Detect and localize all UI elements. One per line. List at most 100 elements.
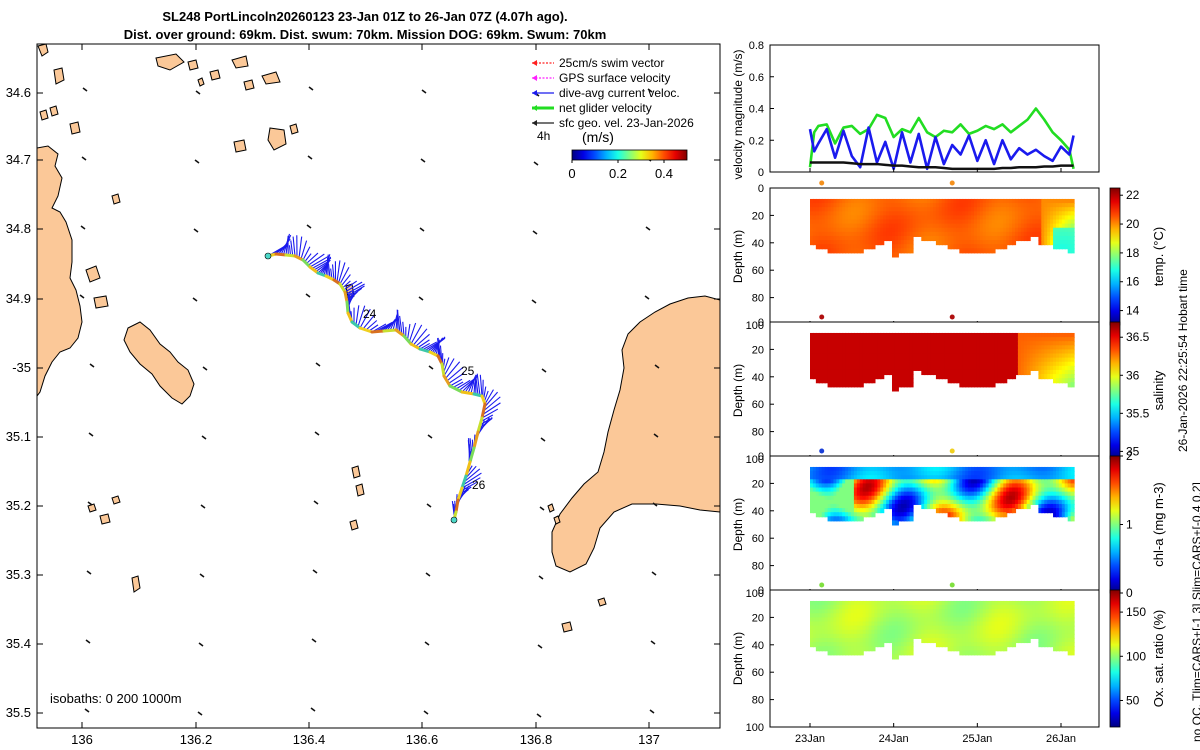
profile-cell — [1006, 503, 1011, 510]
profile-cell — [988, 357, 993, 363]
profile-cell — [953, 617, 958, 623]
track-segment — [382, 328, 398, 333]
profile-cell — [991, 240, 996, 246]
profile-cell — [821, 231, 826, 237]
profile-cell — [865, 512, 870, 518]
profile-cell — [839, 248, 844, 254]
profile-cell — [956, 495, 961, 501]
profile-ytick-label: 0 — [758, 585, 764, 597]
profile-cell — [909, 235, 914, 242]
profile-cell — [909, 629, 914, 635]
profile-cell — [941, 491, 946, 497]
profile-cell — [968, 600, 973, 607]
track-segment — [409, 342, 422, 351]
profile-cell — [1029, 337, 1034, 343]
profile-cell — [965, 369, 970, 376]
lat-tick-label: 34.6 — [6, 85, 31, 100]
profile-cell — [889, 353, 894, 359]
profile-cell — [1055, 499, 1060, 505]
day-label: 24 — [363, 307, 377, 321]
profile-cell — [918, 605, 923, 611]
profile-cell — [842, 642, 847, 648]
profile-cell — [836, 227, 841, 233]
profile-cell — [877, 203, 882, 209]
track-segment — [350, 320, 362, 330]
profile-cell — [827, 475, 832, 481]
profile-cell — [871, 625, 876, 631]
profile-cell — [897, 617, 902, 623]
profile-cell — [1064, 349, 1069, 355]
profile-cell — [815, 369, 820, 376]
profile-cell — [997, 374, 1002, 380]
profile-cell — [1026, 227, 1031, 233]
profile-cell — [880, 483, 885, 489]
profile-cell — [1061, 365, 1066, 371]
profile-cell — [1014, 211, 1019, 217]
profile-cell — [953, 625, 958, 631]
profile-cell — [906, 378, 911, 384]
profile-cell — [1044, 227, 1049, 233]
profile-cell — [947, 211, 952, 217]
profile-cell — [1009, 495, 1014, 501]
profile-cell — [982, 609, 987, 615]
profile-cell — [891, 487, 897, 493]
profile-cell — [880, 240, 885, 246]
profile-cell — [1053, 625, 1058, 631]
profile-cell — [924, 361, 929, 367]
profile-cell — [1009, 215, 1014, 221]
profile-cell — [836, 491, 841, 497]
profile-cell — [932, 613, 938, 619]
profile-cell — [891, 479, 897, 485]
profile-cell — [988, 369, 993, 376]
profile-cell — [1012, 349, 1017, 355]
profile-cell — [859, 357, 864, 363]
profile-cell — [836, 248, 841, 254]
profile-cell — [836, 600, 841, 607]
profile-cell — [930, 341, 935, 347]
profile-cell — [985, 223, 990, 229]
profile-cell — [903, 495, 908, 501]
profile-cell — [909, 332, 914, 339]
profile-cell — [1058, 466, 1063, 473]
profile-cell — [903, 198, 908, 205]
profile-cell — [976, 215, 981, 221]
geo-arrow — [315, 362, 321, 367]
profile-cell — [833, 495, 838, 501]
profile-cell — [1006, 637, 1011, 644]
profile-cell — [912, 466, 917, 473]
profile-cell — [850, 227, 856, 233]
profile-cell — [994, 349, 999, 355]
profile-cell — [897, 495, 902, 501]
profile-cell — [1032, 491, 1037, 497]
geo-arrow — [80, 225, 86, 230]
current-vector — [309, 255, 330, 268]
profile-cell — [865, 361, 870, 367]
profile-cell — [927, 605, 932, 611]
profile-cell — [1012, 609, 1017, 615]
profile-cell — [909, 621, 914, 627]
profile-cell — [883, 235, 888, 242]
profile-cell — [900, 633, 905, 639]
profile-cell — [830, 203, 835, 209]
profile-cell — [821, 503, 826, 510]
profile-cell — [944, 637, 949, 644]
profile-cell — [912, 499, 917, 505]
profile-cell — [1012, 495, 1017, 501]
profile-cell — [842, 495, 847, 501]
velocity-axes — [769, 44, 1100, 173]
profile-cell — [1055, 244, 1060, 250]
profile-cell — [812, 629, 817, 635]
profile-cell — [891, 198, 897, 205]
profile-cell — [988, 345, 993, 351]
profile-cell — [959, 499, 964, 505]
profile-cell — [962, 248, 967, 254]
profile-marker — [819, 582, 825, 588]
profile-cell — [1017, 231, 1022, 237]
track-segment — [338, 282, 347, 294]
lat-tick-label: 35.3 — [6, 567, 31, 582]
profile-cell — [1029, 491, 1034, 497]
profile-cell — [897, 516, 902, 522]
profile-cell — [927, 223, 932, 229]
profile-cell — [874, 223, 879, 229]
profile-cell — [877, 332, 882, 339]
